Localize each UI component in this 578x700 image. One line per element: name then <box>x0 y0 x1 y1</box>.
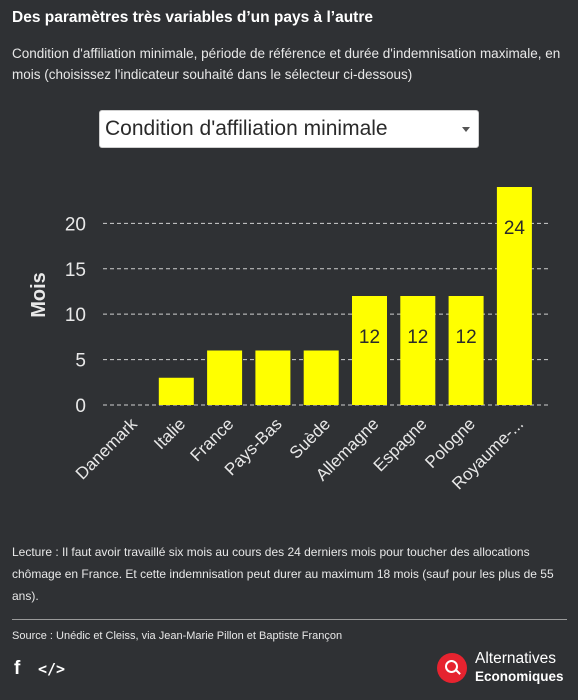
x-tick-label: Espagne <box>370 414 431 475</box>
y-tick-label: 0 <box>75 396 86 417</box>
source-text: Source : Unédic et Cleiss, via Jean-Mari… <box>12 630 343 642</box>
chart-subtitle: Condition d'affiliation minimale, périod… <box>12 46 561 82</box>
bar <box>400 296 436 405</box>
x-tick-label: Italie <box>150 414 189 453</box>
data-label: 12 <box>359 327 380 348</box>
bar <box>496 187 532 405</box>
indicator-select-value: Condition d'affiliation minimale <box>105 117 388 140</box>
chart-title: Des paramètres très variables d’un pays … <box>12 9 373 26</box>
footer-divider <box>12 619 567 620</box>
bar <box>255 350 291 405</box>
indicator-select[interactable]: Condition d'affiliation minimale <box>99 110 479 148</box>
data-label: 12 <box>407 327 428 348</box>
brand-subtitle: Economiques <box>475 669 564 684</box>
bar <box>448 296 484 405</box>
brand-logo[interactable]: Alternatives Economiques <box>437 650 565 690</box>
y-tick-label: 10 <box>65 305 86 326</box>
brand-name: Alternatives <box>475 650 556 667</box>
reading-note: Lecture : Il faut avoir travaillé six mo… <box>12 545 554 603</box>
facebook-share-icon[interactable]: f <box>14 658 21 679</box>
data-label: 24 <box>504 218 526 239</box>
bar <box>303 350 339 405</box>
x-tick-label: Danemark <box>72 414 141 483</box>
y-tick-label: 20 <box>65 214 86 235</box>
bar <box>352 296 387 405</box>
embed-code-icon[interactable]: </> <box>38 660 66 678</box>
data-label: 12 <box>456 327 477 348</box>
chevron-down-icon[interactable] <box>462 127 470 132</box>
bar <box>207 350 243 405</box>
y-tick-label: 15 <box>65 260 86 281</box>
bar <box>158 377 194 405</box>
y-tick-label: 5 <box>75 351 86 372</box>
search-icon <box>437 653 467 683</box>
y-axis-label: Mois <box>28 272 50 318</box>
